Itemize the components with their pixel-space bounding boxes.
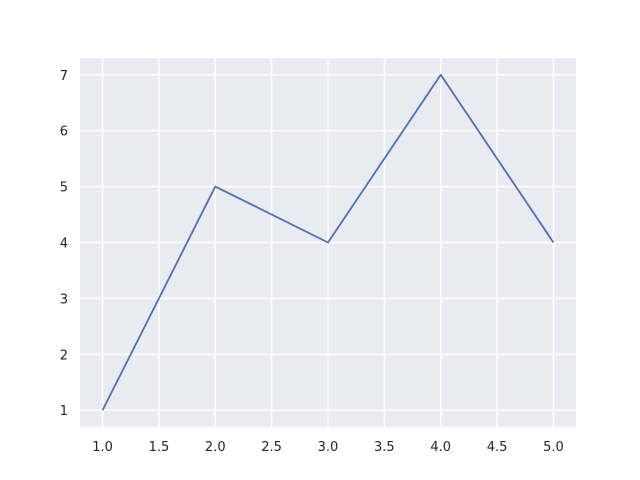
x-tick-label: 4.5	[487, 440, 508, 455]
grid-lines	[80, 58, 576, 427]
series-group	[101, 73, 555, 411]
x-tick-label: 3.5	[374, 440, 395, 455]
x-axis-ticks: 1.0 1.5 2.0 2.5 3.0 3.5 4.0 4.5 5.0	[92, 440, 564, 455]
x-tick-label: 5.0	[543, 440, 564, 455]
x-tick-label: 1.0	[92, 440, 113, 455]
x-tick-label: 2.5	[261, 440, 282, 455]
x-tick-label: 1.5	[149, 440, 170, 455]
x-tick-label: 2.0	[205, 440, 226, 455]
y-axis-ticks: 1 2 3 4 5 6 7	[60, 69, 68, 419]
x-tick-label: 4.0	[430, 440, 451, 455]
y-tick-label: 3	[60, 292, 68, 307]
y-tick-label: 6	[60, 125, 68, 140]
y-tick-label: 1	[60, 404, 68, 419]
y-tick-label: 5	[60, 181, 68, 196]
series-line	[101, 73, 555, 411]
y-tick-label: 4	[60, 237, 68, 252]
x-tick-label: 3.0	[318, 440, 339, 455]
y-tick-label: 2	[60, 348, 68, 363]
y-tick-label: 7	[60, 69, 68, 84]
